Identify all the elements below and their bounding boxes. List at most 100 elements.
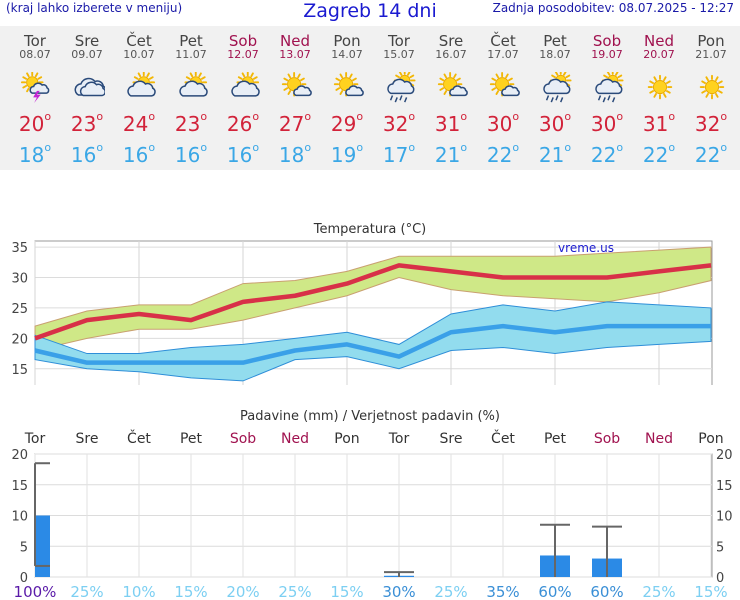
x-tick-label: Pet xyxy=(544,431,567,447)
precip-probability: 15% xyxy=(174,583,207,600)
max-temp: 32o xyxy=(382,110,416,136)
day-name: Pet xyxy=(179,32,203,50)
max-temp: 30o xyxy=(486,110,520,136)
region-hint[interactable]: (kraj lahko izberete v meniju) xyxy=(6,1,183,15)
day-name: Pon xyxy=(697,32,725,50)
chart-title: Temperatura (°C) xyxy=(313,222,426,237)
min-temp: 22o xyxy=(486,141,520,167)
y-tick-label: 0 xyxy=(20,571,28,586)
watermark: vreme.us xyxy=(558,241,614,255)
min-temp: 21o xyxy=(538,141,572,167)
min-temp: 19o xyxy=(330,141,364,167)
sun-small-cloud-icon xyxy=(281,72,312,97)
day-name: Sre xyxy=(74,32,100,50)
sun-cloud-icon xyxy=(127,72,156,97)
day-date: 14.07 xyxy=(331,48,363,61)
day-date: 15.07 xyxy=(383,48,415,61)
y-tick-label: 30 xyxy=(11,272,28,287)
y-tick-label-right: 0 xyxy=(716,571,724,586)
sun-icon xyxy=(647,74,673,100)
day-date: 21.07 xyxy=(695,48,727,61)
day-name: Tor xyxy=(388,32,410,50)
temperature-chart: Temperatura (°C) 15 20 25 30 35 vreme.us xyxy=(11,222,713,385)
min-temp: 18o xyxy=(278,141,312,167)
x-tick-label: Tor xyxy=(388,431,410,447)
min-temp: 21o xyxy=(434,141,468,167)
min-temp-line xyxy=(34,323,711,365)
max-temp: 27o xyxy=(278,110,312,136)
x-tick-label: Ned xyxy=(645,431,673,447)
cloud-icon xyxy=(74,77,105,97)
sun-cloud-thunder-icon xyxy=(20,72,50,104)
precip-bar xyxy=(35,515,50,577)
day-date: 09.07 xyxy=(71,48,103,61)
precip-probability: 30% xyxy=(382,583,415,600)
day-date: 18.07 xyxy=(539,48,571,61)
day-date: 08.07 xyxy=(19,48,51,61)
y-tick-label-right: 10 xyxy=(716,510,733,525)
precip-probability: 100% xyxy=(14,583,57,600)
y-tick-label-right: 15 xyxy=(716,479,733,494)
precip-probability: 60% xyxy=(538,583,571,600)
sun-cloud-icon xyxy=(231,72,260,97)
max-temp-range-band xyxy=(34,246,712,352)
x-tick-label: Ned xyxy=(281,431,309,447)
day-name: Ned xyxy=(644,32,674,50)
y-tick-label-right: 20 xyxy=(716,448,733,463)
precip-probability: 25% xyxy=(642,583,675,600)
y-tick-label: 15 xyxy=(11,363,28,378)
x-tick-label: Sob xyxy=(594,431,620,447)
day-name: Pon xyxy=(333,32,361,50)
x-tick-label: Pon xyxy=(698,431,723,447)
day-date: 11.07 xyxy=(175,48,207,61)
page-title: Zagreb 14 dni xyxy=(303,0,437,22)
max-temp: 23o xyxy=(70,110,104,136)
y-tick-label: 10 xyxy=(11,510,28,525)
precipitation-chart: Padavine (mm) / Verjetnost padavin (%) To… xyxy=(11,409,733,600)
min-temp: 16o xyxy=(226,141,260,167)
min-temp: 16o xyxy=(70,141,104,167)
sun-small-cloud-icon xyxy=(333,72,364,97)
x-tick-label: Pon xyxy=(334,431,359,447)
day-date: 16.07 xyxy=(435,48,467,61)
x-tick-label: Pet xyxy=(180,431,203,447)
max-temp: 20o xyxy=(18,110,52,136)
x-tick-label: Sre xyxy=(440,431,463,447)
day-date: 13.07 xyxy=(279,48,311,61)
day-name: Ned xyxy=(280,32,310,50)
precip-probability: 35% xyxy=(486,583,519,600)
precip-probability: 60% xyxy=(590,583,623,600)
min-temp: 16o xyxy=(122,141,156,167)
min-temp: 22o xyxy=(694,141,728,167)
y-tick-label-right: 5 xyxy=(716,540,724,555)
min-temp: 22o xyxy=(642,141,676,167)
chart-title: Padavine (mm) / Verjetnost padavin (%) xyxy=(240,409,500,424)
sun-icon xyxy=(699,74,725,100)
max-temp: 29o xyxy=(330,110,364,136)
sun-cloud-rain-icon xyxy=(387,72,416,103)
x-tick-label: Sob xyxy=(230,431,256,447)
max-temp: 26o xyxy=(226,110,260,136)
y-tick-label: 5 xyxy=(20,540,28,555)
max-temp: 30o xyxy=(538,110,572,136)
precip-probability: 25% xyxy=(70,583,103,600)
sun-cloud-rain-icon xyxy=(595,72,624,103)
x-tick-label: Čet xyxy=(127,429,151,447)
precip-probability: 25% xyxy=(434,583,467,600)
day-date: 12.07 xyxy=(227,48,259,61)
min-temp: 22o xyxy=(590,141,624,167)
y-tick-label: 35 xyxy=(11,241,28,256)
max-temp-line xyxy=(34,263,712,341)
max-temp: 31o xyxy=(434,110,468,136)
precip-probability: 25% xyxy=(278,583,311,600)
min-temp: 16o xyxy=(174,141,208,167)
min-temp: 17o xyxy=(382,141,416,167)
y-tick-label: 20 xyxy=(11,332,28,347)
forecast-strip: Tor 08.07 20o 18o Sre 09.07 23o 16o Čet 10.07 24o 1… xyxy=(0,26,740,170)
max-temp: 23o xyxy=(174,110,208,136)
day-date: 19.07 xyxy=(591,48,623,61)
min-temp: 18o xyxy=(18,141,52,167)
last-updated: Zadnja posodobitev: 08.07.2025 - 12:27 xyxy=(492,1,734,15)
sun-small-cloud-icon xyxy=(489,72,520,97)
precip-probability: 15% xyxy=(694,583,727,600)
